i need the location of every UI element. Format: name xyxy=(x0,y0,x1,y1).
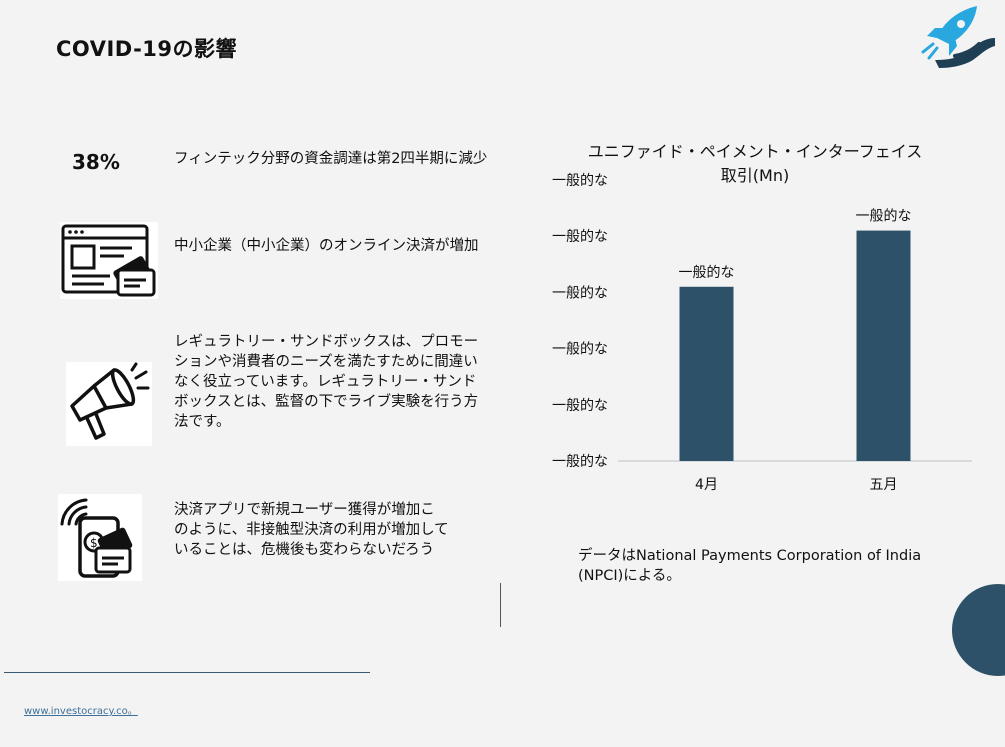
vertical-divider xyxy=(500,583,501,627)
data-source-note: データはNational Payments Corporation of Ind… xyxy=(578,548,922,584)
chart-title: ユニファイド・ペイメント・インターフェイス取引(Mn) xyxy=(587,142,923,185)
x-tick-label: 4月 xyxy=(695,477,718,493)
stat-text-funding: フィンテック分野の資金調達は第2四半期に減少 xyxy=(174,151,488,167)
decorative-circle xyxy=(952,584,1005,676)
megaphone-icon xyxy=(66,362,152,446)
y-tick-label: 一般的な xyxy=(552,398,608,414)
bar xyxy=(856,230,911,461)
footer-divider xyxy=(4,672,370,673)
bar-data-label: 一般的な xyxy=(679,265,735,281)
mobile-payment-icon: $ xyxy=(58,494,142,581)
footer-website-link[interactable]: www.investocracy.co。 xyxy=(24,706,138,717)
page-title: COVID-19の影響 xyxy=(56,37,238,61)
y-tick-label: 一般的な xyxy=(552,229,608,245)
browser-card-icon xyxy=(60,222,158,299)
y-tick-label: 一般的な xyxy=(552,342,608,358)
y-tick-label: 一般的な xyxy=(552,285,608,301)
bar-data-label: 一般的な xyxy=(856,209,912,225)
stat-text-regulatory-sandbox: レギュラトリー・サンドボックスは、プロモーションや消費者のニーズを満たすために間… xyxy=(174,334,479,430)
stat-text-payment-apps: 決済アプリで新規ユーザー獲得が増加このように、非接触型決済の利用が増加しているこ… xyxy=(174,502,449,558)
rocket-hand-logo-icon xyxy=(921,6,995,68)
y-tick-label: 一般的な xyxy=(552,454,608,470)
y-tick-label: 一般的な xyxy=(552,173,608,189)
stat-text-sme-payments: 中小企業（中小企業）のオンライン決済が増加 xyxy=(174,238,479,254)
stat-percentage: 38% xyxy=(72,150,120,174)
svg-text:$: $ xyxy=(90,536,98,550)
x-tick-label: 五月 xyxy=(870,477,898,493)
bar xyxy=(679,286,734,461)
